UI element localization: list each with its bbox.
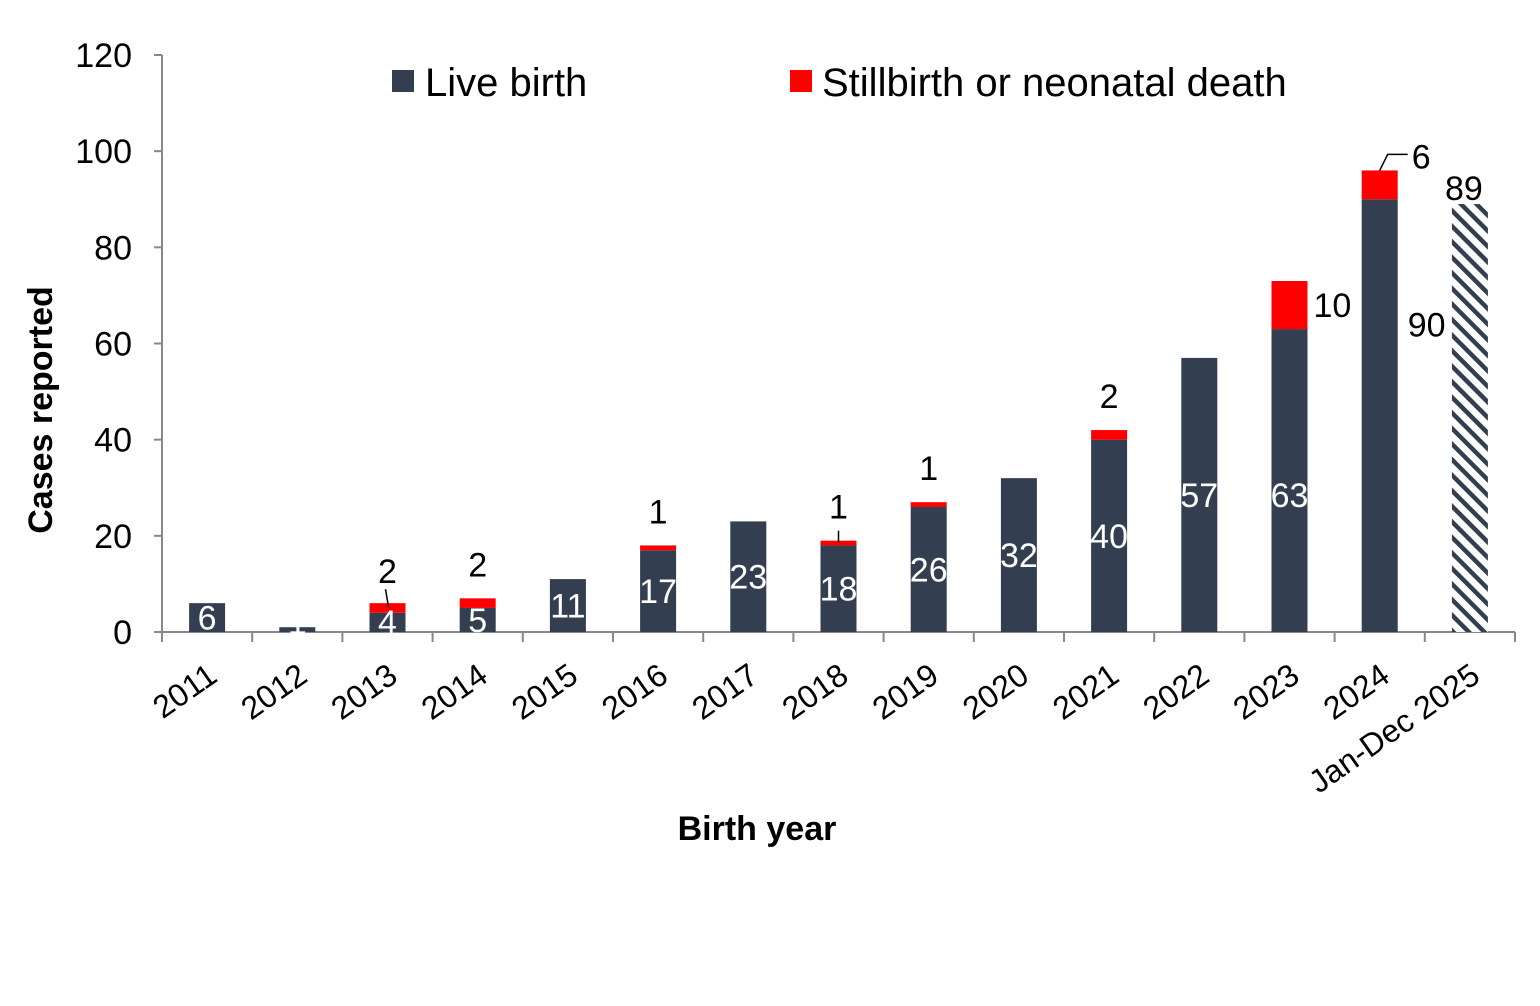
x-tick-label: 2018 bbox=[776, 656, 855, 726]
y-tick-label: 60 bbox=[94, 326, 132, 364]
x-tick-label: Jan-Dec 2025 bbox=[1302, 656, 1486, 800]
data-label-stillbirth: 1 bbox=[829, 489, 848, 527]
data-label-stillbirth: 2 bbox=[1100, 378, 1119, 416]
bar-live-birth bbox=[910, 506, 947, 632]
x-tick-label: 2014 bbox=[415, 656, 494, 726]
bar-live-birth bbox=[1091, 439, 1128, 632]
legend: Live birth Stillbirth or neonatal death bbox=[392, 61, 1287, 105]
data-label-stillbirth: 2 bbox=[378, 553, 397, 591]
legend-swatch-stillbirth bbox=[790, 70, 812, 92]
bar-stillbirth bbox=[820, 540, 857, 546]
legend-swatch-live-birth bbox=[392, 70, 414, 92]
bar-provisional bbox=[1451, 204, 1488, 632]
bar-live-birth bbox=[1361, 199, 1398, 632]
data-label-live-birth: 17 bbox=[639, 573, 677, 611]
data-label-live-birth: 26 bbox=[910, 551, 948, 589]
data-label-stillbirth: 1 bbox=[649, 493, 668, 531]
bar-stillbirth bbox=[910, 502, 947, 507]
bar-live-birth bbox=[1000, 478, 1037, 632]
bar-live-birth bbox=[549, 579, 586, 632]
bar-live-birth bbox=[459, 607, 496, 632]
bar-live-birth bbox=[1181, 357, 1218, 632]
data-label-live-birth: 1 bbox=[288, 604, 307, 642]
bar-stillbirth bbox=[459, 598, 496, 608]
data-label-live-birth: 40 bbox=[1090, 518, 1128, 556]
x-tick-label: 2015 bbox=[505, 656, 584, 726]
data-label-stillbirth: 10 bbox=[1314, 287, 1352, 325]
bar-live-birth bbox=[1271, 329, 1308, 632]
x-tick-label: 2022 bbox=[1136, 656, 1215, 726]
x-tick-label: 2019 bbox=[866, 656, 945, 726]
bar-live-birth bbox=[189, 603, 226, 632]
data-label-live-birth: 32 bbox=[1000, 537, 1038, 575]
bar-live-birth bbox=[730, 521, 767, 632]
data-label-live-birth: 11 bbox=[550, 588, 585, 626]
data-label-provisional: 89 bbox=[1445, 170, 1483, 208]
leader-line bbox=[384, 589, 390, 608]
data-label-stillbirth: 1 bbox=[919, 450, 938, 488]
data-label-live-birth: 57 bbox=[1180, 477, 1218, 515]
leader-line bbox=[1379, 153, 1408, 171]
x-axis-title: Birth year bbox=[678, 810, 837, 848]
bar-stillbirth bbox=[1271, 280, 1308, 330]
data-label-live-birth: 23 bbox=[729, 559, 767, 597]
data-label-live-birth: 6 bbox=[198, 600, 217, 638]
y-tick-label: 100 bbox=[75, 133, 132, 171]
bar-live-birth bbox=[279, 627, 316, 632]
x-tick-label: 2011 bbox=[146, 656, 223, 725]
bar-live-birth bbox=[369, 612, 406, 632]
bar-live-birth bbox=[820, 545, 857, 632]
y-axis-title: Cases reported bbox=[22, 286, 60, 534]
data-label-stillbirth: 6 bbox=[1412, 138, 1431, 176]
bar-live-birth bbox=[640, 550, 677, 632]
x-tick-label: 2020 bbox=[956, 656, 1035, 726]
x-tick-label: 2017 bbox=[685, 656, 764, 726]
bar-stillbirth bbox=[1091, 430, 1128, 440]
y-tick-label: 80 bbox=[94, 229, 132, 267]
data-label-live-birth: 4 bbox=[378, 604, 397, 642]
y-tick-label: 120 bbox=[75, 37, 132, 75]
x-tick-label: 2012 bbox=[234, 656, 313, 726]
y-tick-label: 0 bbox=[113, 614, 132, 652]
legend-label-stillbirth: Stillbirth or neonatal death bbox=[822, 61, 1287, 105]
y-tick-label: 40 bbox=[94, 422, 132, 460]
legend-label-live-birth: Live birth bbox=[425, 61, 587, 105]
data-label-live-birth: 90 bbox=[1408, 306, 1446, 344]
bar-stillbirth bbox=[369, 603, 406, 613]
data-label-stillbirth: 2 bbox=[468, 546, 487, 584]
data-label-live-birth: 63 bbox=[1271, 477, 1309, 515]
x-tick-label: 2016 bbox=[595, 656, 674, 726]
bar-stillbirth bbox=[1361, 170, 1398, 200]
bar-stillbirth bbox=[640, 545, 677, 551]
x-tick-label: 2023 bbox=[1227, 656, 1306, 726]
data-label-live-birth: 5 bbox=[468, 602, 487, 640]
x-tick-label: 2021 bbox=[1046, 656, 1125, 726]
x-tick-label: 2013 bbox=[325, 656, 404, 726]
data-label-live-birth: 18 bbox=[820, 571, 858, 609]
y-tick-label: 20 bbox=[94, 518, 132, 556]
